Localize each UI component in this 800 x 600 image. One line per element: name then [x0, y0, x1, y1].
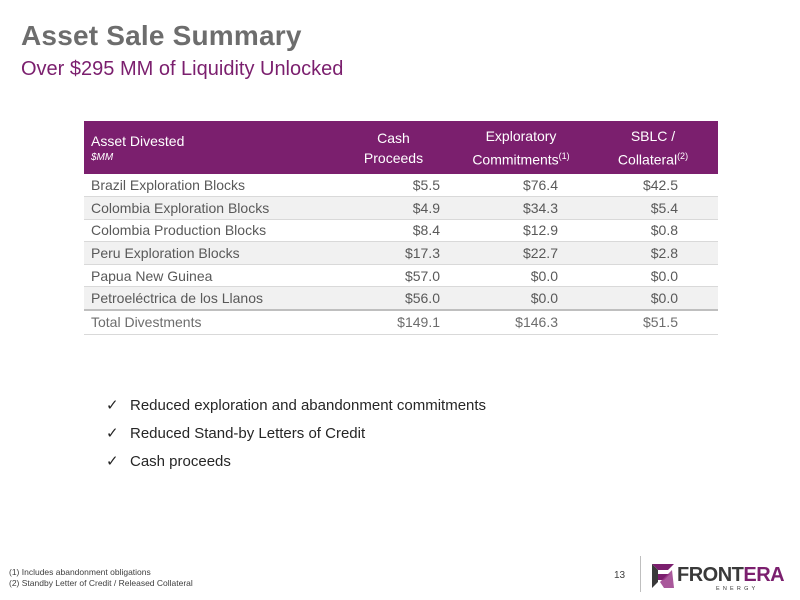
footnote: (1) Includes abandonment obligations — [9, 567, 151, 577]
exploratory-commitments: $0.0 — [454, 264, 588, 288]
logo-tagline: ENERGY — [716, 586, 759, 592]
asset-name: Brazil Exploration Blocks — [84, 174, 333, 198]
asset-name: Colombia Production Blocks — [84, 219, 333, 243]
column-header-sblc: SBLC / Collateral(2) — [617, 127, 689, 168]
footer-divider — [640, 556, 641, 592]
column-header-unit: $MM — [91, 151, 114, 163]
page-number: 13 — [614, 570, 626, 581]
table-total-row: Total Divestments $149.1 $146.3 $51.5 — [84, 308, 718, 336]
total-exploratory-commitments: $146.3 — [454, 308, 588, 336]
list-item: ✓ Reduced exploration and abandonment co… — [106, 391, 486, 419]
checkmark-icon: ✓ — [106, 425, 119, 442]
table-row: Brazil Exploration Blocks $5.5 $76.4 $42… — [84, 174, 718, 198]
table-row: Colombia Exploration Blocks $4.9 $34.3 $… — [84, 196, 718, 220]
list-item-text: Cash proceeds — [130, 452, 231, 470]
cash-proceeds: $8.4 — [333, 219, 454, 243]
table-header-row: Asset Divested $MM Cash Proceeds Explora… — [84, 121, 718, 174]
asset-name: Papua New Guinea — [84, 264, 333, 288]
footnote: (2) Standby Letter of Credit / Released … — [9, 578, 193, 588]
frontera-logo-mark-icon — [652, 564, 674, 588]
footnote-marker: (2) — [677, 150, 689, 161]
exploratory-commitments: $12.9 — [454, 219, 588, 243]
list-item-text: Reduced Stand-by Letters of Credit — [130, 424, 366, 442]
list-item-text: Reduced exploration and abandonment comm… — [130, 396, 487, 414]
asset-name: Petroeléctrica de los Llanos — [84, 286, 333, 311]
list-item: ✓ Reduced Stand-by Letters of Credit — [106, 419, 486, 447]
table-row: Peru Exploration Blocks $17.3 $22.7 $2.8 — [84, 241, 718, 265]
total-label: Total Divestments — [84, 308, 333, 336]
page-subtitle: Over $295 MM of Liquidity Unlocked — [21, 58, 344, 80]
sblc-collateral: $2.8 — [588, 241, 718, 265]
table-row: Papua New Guinea $57.0 $0.0 $0.0 — [84, 264, 718, 288]
company-logo: FRONTERA ENERGY — [650, 562, 785, 592]
asset-name: Peru Exploration Blocks — [84, 241, 333, 265]
footnote-marker: (1) — [558, 150, 570, 161]
asset-sale-table: Asset Divested $MM Cash Proceeds Explora… — [84, 121, 718, 336]
sblc-collateral: $0.0 — [588, 286, 718, 311]
cash-proceeds: $4.9 — [333, 196, 454, 220]
table-row: Petroeléctrica de los Llanos $56.0 $0.0 … — [84, 286, 718, 311]
cash-proceeds: $56.0 — [333, 286, 454, 311]
cash-proceeds: $57.0 — [333, 264, 454, 288]
benefits-list: ✓ Reduced exploration and abandonment co… — [106, 391, 486, 475]
exploratory-commitments: $22.7 — [454, 241, 588, 265]
exploratory-commitments: $34.3 — [454, 196, 588, 220]
cash-proceeds: $17.3 — [333, 241, 454, 265]
checkmark-icon: ✓ — [106, 453, 119, 470]
asset-name: Colombia Exploration Blocks — [84, 196, 333, 220]
sblc-collateral: $0.8 — [588, 219, 718, 243]
page-title: Asset Sale Summary — [21, 20, 302, 51]
footnotes: (1) Includes abandonment obligations (2)… — [9, 567, 193, 589]
column-header-exploratory: Exploratory Commitments(1) — [472, 127, 570, 168]
checkmark-icon: ✓ — [106, 397, 119, 414]
sblc-collateral: $0.0 — [588, 264, 718, 288]
logo-wordmark: FRONTERA — [677, 564, 785, 586]
sblc-collateral: $5.4 — [588, 196, 718, 220]
list-item: ✓ Cash proceeds — [106, 447, 486, 475]
sblc-collateral: $42.5 — [588, 174, 718, 198]
exploratory-commitments: $76.4 — [454, 174, 588, 198]
total-sblc-collateral: $51.5 — [588, 308, 718, 336]
column-header-cash: Cash Proceeds — [363, 129, 424, 166]
exploratory-commitments: $0.0 — [454, 286, 588, 311]
cash-proceeds: $5.5 — [333, 174, 454, 198]
total-cash-proceeds: $149.1 — [333, 308, 454, 336]
column-header-asset: Asset Divested $MM — [84, 121, 333, 174]
table-row: Colombia Production Blocks $8.4 $12.9 $0… — [84, 219, 718, 243]
